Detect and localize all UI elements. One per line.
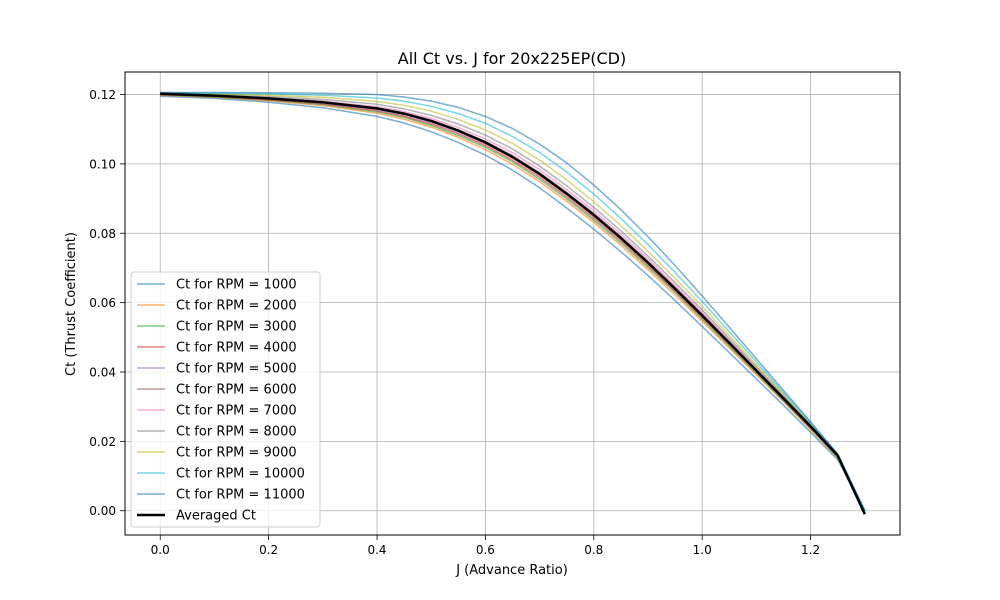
- x-tick-label: 1.2: [801, 543, 820, 557]
- y-tick-label: 0.02: [89, 435, 116, 449]
- series-line-rpm-2000: [160, 94, 866, 512]
- legend: Ct for RPM = 1000 Ct for RPM = 2000 Ct for…: [130, 271, 321, 528]
- series-line-rpm-10000: [160, 92, 866, 512]
- plot-area: 0.0 0.2 0.4 0.6 0.8 1.0 1.2 0.000.020.040.060.…: [89, 71, 901, 557]
- legend-label: Ct for RPM = 4000: [176, 341, 297, 356]
- x-tick-label: 0.8: [584, 543, 603, 557]
- legend-box: [130, 271, 321, 528]
- y-tick-label: 0.00: [89, 504, 116, 518]
- x-axis-ticks: 0.0 0.2 0.4 0.6 0.8 1.0 1.2: [151, 535, 820, 557]
- x-tick-label: 0.0: [151, 543, 170, 557]
- y-tick-label: 0.06: [89, 296, 116, 310]
- legend-items: Ct for RPM = 1000 Ct for RPM = 2000 Ct for…: [137, 278, 305, 524]
- y-tick-label: 0.08: [89, 227, 116, 241]
- x-tick-label: 0.4: [367, 543, 386, 557]
- legend-label: Ct for RPM = 6000: [176, 383, 297, 398]
- legend-label: Ct for RPM = 8000: [176, 425, 297, 440]
- legend-label: Ct for RPM = 7000: [176, 404, 297, 419]
- series-line-rpm-11000: [160, 91, 866, 512]
- series-lines: [160, 91, 866, 515]
- x-axis-label: J (Advance Ratio): [455, 563, 568, 578]
- y-axis-ticks: 0.00 0.02 0.04 0.06 0.08 0.10 0.12: [89, 88, 125, 518]
- y-tick-label: 0.04: [89, 365, 116, 379]
- legend-label: Ct for RPM = 1000: [176, 278, 297, 293]
- series-line-rpm-9000: [160, 92, 866, 512]
- x-tick-label: 0.6: [476, 543, 495, 557]
- y-axis-label: Ct (Thrust Coefficient): [64, 232, 79, 376]
- x-tick-label: 0.2: [259, 543, 278, 557]
- chart-title: All Ct vs. J for 20x225EP(CD): [398, 49, 626, 68]
- series-line-rpm-3000: [160, 94, 866, 512]
- series-line-rpm-7000: [160, 93, 866, 512]
- x-tick-label: 1.0: [693, 543, 712, 557]
- legend-label: Ct for RPM = 11000: [176, 488, 305, 503]
- legend-label: Ct for RPM = 3000: [176, 320, 297, 335]
- legend-label: Averaged Ct: [176, 509, 256, 524]
- legend-label: Ct for RPM = 5000: [176, 362, 297, 377]
- legend-label: Ct for RPM = 9000: [176, 446, 297, 461]
- y-tick-label: 0.10: [89, 157, 116, 171]
- legend-label: Ct for RPM = 2000: [176, 299, 297, 314]
- plot-frame: [124, 71, 901, 536]
- legend-label: Ct for RPM = 10000: [176, 467, 305, 482]
- series-line-rpm-1000: [160, 95, 866, 512]
- series-line-rpm-8000: [160, 92, 866, 512]
- series-line-averaged-ct: [160, 92, 866, 515]
- y-tick-label: 0.12: [89, 88, 116, 102]
